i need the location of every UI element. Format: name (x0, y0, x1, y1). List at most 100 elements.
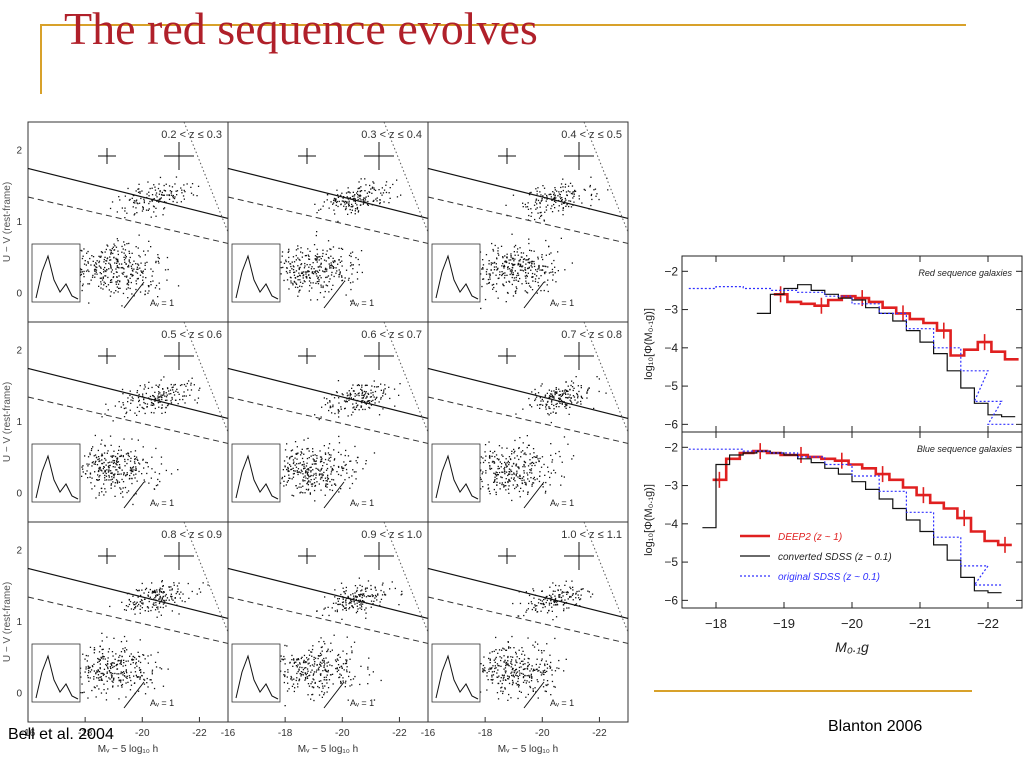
scatter-point (593, 189, 595, 191)
scatter-point (524, 481, 526, 483)
scatter-point (514, 450, 516, 452)
caption-right: Blanton 2006 (828, 718, 923, 735)
scatter-point (538, 266, 540, 268)
scatter-point (112, 276, 115, 278)
scatter-point (151, 582, 153, 584)
scatter-point (522, 660, 524, 662)
scatter-point (375, 397, 377, 399)
scatter-point (344, 407, 346, 409)
scatter-point (352, 606, 354, 609)
scatter-point (312, 448, 314, 450)
scatter-point (532, 482, 535, 484)
scatter-point (323, 665, 325, 667)
scatter-point (489, 465, 491, 467)
scatter-point (553, 397, 555, 399)
scatter-point (310, 698, 312, 700)
scatter-point (107, 245, 109, 247)
scatter-point (133, 200, 136, 202)
scatter-point (314, 682, 316, 684)
scatter-point (104, 266, 106, 269)
scatter-point (157, 399, 159, 401)
scatter-point (154, 398, 156, 400)
scatter-point (340, 682, 342, 684)
panel-redshift-label: 0.2 < z ≤ 0.3 (161, 129, 222, 141)
scatter-point (326, 665, 328, 667)
scatter-point (306, 474, 309, 476)
scatter-point (108, 467, 110, 469)
scatter-point (321, 682, 323, 685)
scatter-point (188, 597, 190, 599)
scatter-point (162, 585, 164, 587)
scatter-point (515, 682, 517, 684)
scatter-point (196, 593, 198, 595)
scatter-point (517, 680, 519, 683)
scatter-point (488, 670, 490, 672)
inset-histogram-frame (231, 243, 281, 303)
scatter-point (528, 480, 530, 482)
scatter-point (490, 269, 492, 271)
scatter-point (567, 190, 569, 192)
scatter-point (512, 272, 514, 274)
scatter-point (544, 690, 546, 692)
scatter-point (379, 601, 381, 603)
scatter-point (484, 444, 487, 446)
scatter-point (503, 265, 505, 268)
scatter-point (158, 384, 161, 386)
scatter-point (342, 609, 344, 611)
scatter-point (298, 471, 300, 473)
scatter-point (333, 483, 336, 485)
scatter-point (283, 460, 286, 462)
scatter-point (177, 391, 179, 393)
scatter-point (313, 271, 315, 273)
scatter-point (113, 450, 115, 452)
scatter-point (126, 640, 128, 642)
scatter-point (516, 684, 518, 686)
scatter-point (491, 461, 494, 463)
scatter-point (289, 456, 291, 459)
scatter-point (303, 659, 305, 662)
scatter-point (345, 590, 347, 592)
scatter-point (523, 453, 525, 455)
scatter-point (340, 582, 343, 584)
scatter-point (317, 685, 319, 688)
scatter-point (300, 251, 302, 253)
scatter-point (133, 461, 136, 463)
scatter-point (112, 462, 115, 465)
scatter-point (286, 456, 288, 458)
scatter-point (146, 462, 148, 464)
scatter-point (532, 448, 535, 450)
scatter-point (497, 277, 499, 280)
scatter-point (533, 204, 536, 206)
scatter-point (116, 482, 119, 484)
scatter-point (129, 600, 132, 603)
scatter-point (303, 476, 305, 478)
scatter-point (539, 191, 541, 193)
scatter-point (320, 637, 322, 639)
scatter-point (545, 406, 547, 408)
scatter-point (367, 683, 369, 685)
scatter-point (126, 675, 128, 677)
scatter-point (123, 659, 125, 661)
scatter-point (82, 273, 85, 275)
scatter-point (155, 284, 158, 287)
scatter-point (564, 584, 566, 586)
scatter-point (324, 453, 327, 455)
scatter-point (501, 454, 503, 456)
scatter-point (144, 658, 146, 660)
scatter-point (544, 669, 546, 671)
scatter-point (303, 439, 305, 441)
scatter-point (126, 462, 128, 465)
scatter-point (345, 206, 347, 208)
scatter-point (296, 672, 298, 675)
scatter-point (144, 402, 146, 405)
scatter-point (155, 207, 157, 209)
scatter-point (318, 266, 320, 268)
scatter-point (315, 234, 317, 237)
scatter-point (175, 390, 177, 392)
scatter-point (333, 464, 335, 467)
scatter-point (352, 678, 355, 680)
scatter-point (177, 590, 179, 593)
scatter-point (352, 469, 354, 471)
scatter-point (319, 275, 321, 277)
scatter-point (524, 674, 526, 677)
